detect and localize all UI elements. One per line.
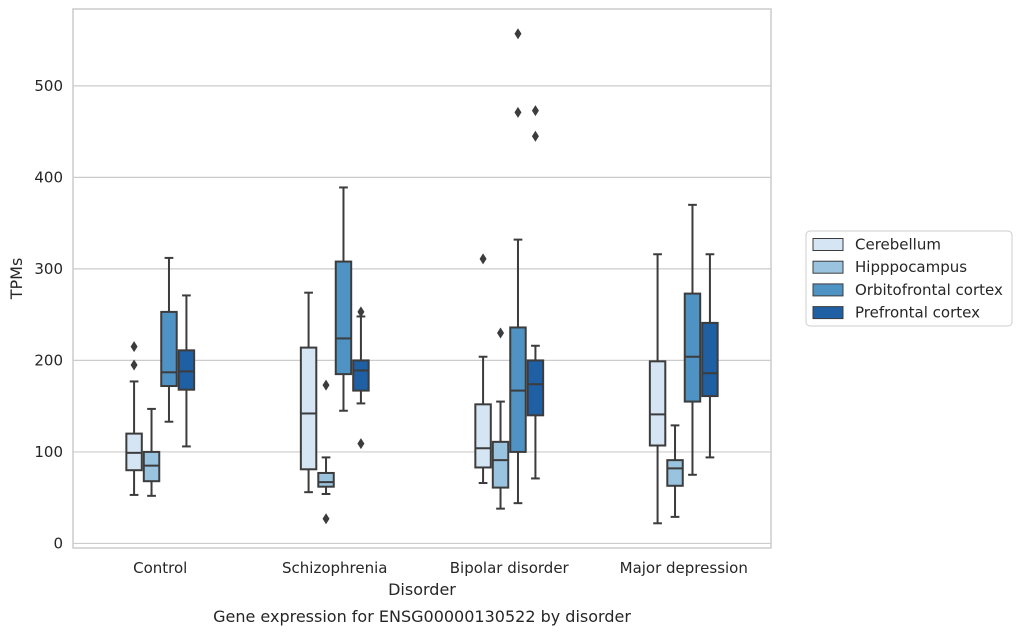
box-iqr: [299, 346, 318, 471]
chart-caption: Gene expression for ENSG00000130522 by d…: [213, 607, 631, 626]
outlier-point: [130, 341, 138, 353]
box-cerebellum-3: [648, 253, 667, 525]
legend: Cerebellum Hipppocampus Orbitofrontal cort…: [805, 230, 1013, 327]
outlier-point: [357, 438, 365, 450]
box-cerebellum-0: [125, 341, 143, 496]
box-plot-marks: [125, 28, 719, 525]
y-axis-label: TPMs: [7, 258, 26, 301]
outlier-point: [322, 513, 330, 525]
outlier-point: [357, 306, 365, 318]
box-orbitofrontal-cortex-0: [160, 256, 178, 423]
legend-swatch: [812, 283, 844, 297]
x-axis-ticks: Control Schizophrenia Bipolar disorder Majo…: [133, 559, 748, 577]
outlier-point: [514, 28, 522, 40]
box-hipppocampus-2: [491, 327, 510, 510]
y-tick-label: 100: [34, 443, 63, 461]
legend-label: Hipppocampus: [855, 258, 967, 276]
legend-frame: [805, 230, 1013, 327]
outlier-point: [514, 106, 522, 118]
x-tick-label: Control: [133, 559, 187, 577]
box-prefrontal-cortex-2: [526, 105, 545, 480]
box-iqr: [648, 360, 667, 447]
x-axis-label: Disorder: [388, 580, 456, 599]
outlier-point: [531, 130, 539, 142]
outlier-point: [497, 327, 505, 339]
legend-swatch: [812, 238, 844, 251]
box-hipppocampus-1: [317, 379, 335, 525]
box-iqr: [683, 292, 702, 403]
box-iqr: [352, 359, 370, 392]
plot-frame: [72, 8, 772, 549]
box-iqr: [701, 321, 719, 398]
box-iqr: [160, 310, 178, 388]
outlier-point: [531, 105, 539, 117]
box-iqr: [526, 359, 545, 417]
box-iqr: [317, 471, 335, 488]
box-iqr: [474, 403, 492, 469]
box-hipppocampus-3: [666, 424, 684, 518]
box-orbitofrontal-cortex-3: [683, 203, 702, 476]
box-iqr: [491, 440, 510, 489]
outlier-point: [130, 359, 138, 371]
box-prefrontal-cortex-3: [701, 253, 719, 459]
y-tick-label: 200: [34, 351, 63, 369]
legend-label: Prefrontal cortex: [855, 304, 980, 322]
y-tick-label: 500: [34, 77, 63, 95]
y-tick-label: 400: [34, 168, 63, 186]
box-iqr: [177, 349, 196, 391]
y-tick-label: 300: [34, 260, 63, 278]
legend-swatch: [812, 260, 844, 274]
box-cerebellum-1: [299, 291, 318, 494]
box-orbitofrontal-cortex-1: [334, 186, 353, 412]
box-cerebellum-2: [474, 253, 492, 485]
box-hipppocampus-0: [142, 407, 161, 497]
x-tick-label: Bipolar disorder: [450, 559, 570, 577]
box-prefrontal-cortex-1: [352, 306, 370, 450]
legend-label: Cerebellum: [855, 236, 941, 254]
box-iqr: [666, 459, 684, 487]
y-axis-ticks: 0 100 200 300 400 500: [34, 77, 63, 553]
outlier-point: [322, 379, 330, 391]
box-orbitofrontal-cortex-2: [509, 28, 527, 505]
legend-label: Orbitofrontal cortex: [855, 281, 1003, 299]
x-tick-label: Schizophrenia: [282, 559, 387, 577]
box-prefrontal-cortex-0: [177, 294, 196, 448]
box-iqr: [334, 260, 353, 376]
x-tick-label: Major depression: [620, 559, 748, 577]
outlier-point: [479, 253, 487, 265]
y-tick-label: 0: [53, 534, 63, 552]
legend-swatch: [812, 306, 844, 320]
